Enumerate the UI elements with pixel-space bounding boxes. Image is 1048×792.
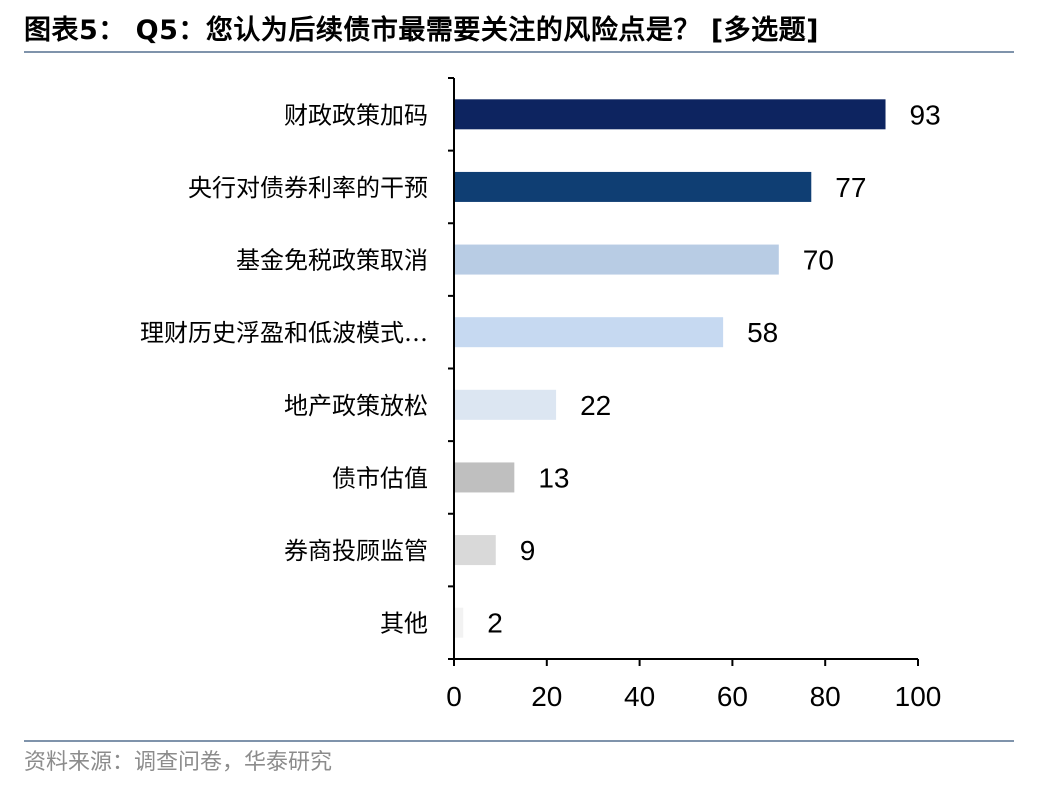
value-label-2: 77 bbox=[835, 172, 866, 203]
bar-2 bbox=[454, 171, 812, 202]
value-label-1: 93 bbox=[910, 99, 941, 130]
category-label-2: 央行对债券利率的干预 bbox=[188, 174, 428, 202]
x-tick-label-3: 60 bbox=[717, 681, 748, 712]
category-label-7: 券商投顾监管 bbox=[284, 537, 428, 565]
bar-3 bbox=[454, 244, 779, 275]
category-label-5: 地产政策放松 bbox=[284, 392, 428, 420]
x-tick-label-0: 0 bbox=[446, 681, 462, 712]
title-divider bbox=[24, 51, 1014, 53]
category-label-1: 财政政策加码 bbox=[284, 101, 428, 129]
x-tick-label-5: 100 bbox=[895, 681, 942, 712]
source-note: 资料来源：调查问卷，华泰研究 bbox=[24, 750, 333, 775]
bar-4 bbox=[454, 317, 724, 348]
value-label-4: 58 bbox=[747, 317, 778, 348]
value-label-8: 2 bbox=[487, 608, 503, 639]
labels-group: 财政政策加码 93 央行对债券利率的干预 77 基金免税政策取消 70 理财历史浮盈和低波模… bbox=[140, 99, 941, 712]
value-label-3: 70 bbox=[803, 245, 834, 276]
bar-6 bbox=[454, 462, 515, 493]
category-label-8: 其他 bbox=[380, 610, 428, 638]
x-tick-label-2: 40 bbox=[624, 681, 655, 712]
axes-group bbox=[448, 77, 919, 666]
value-label-7: 9 bbox=[520, 535, 536, 566]
category-label-3: 基金免税政策取消 bbox=[236, 247, 428, 275]
page-title: 图表5： Q5：您认为后续债市最需要关注的风险点是？ [多选题] bbox=[24, 15, 820, 46]
bar-7 bbox=[454, 535, 496, 566]
bar-8 bbox=[454, 607, 464, 638]
bar-5 bbox=[454, 389, 557, 420]
bars-group bbox=[454, 99, 886, 638]
category-label-6: 债市估值 bbox=[332, 464, 428, 492]
bar-1 bbox=[454, 99, 886, 130]
x-tick-label-4: 80 bbox=[810, 681, 841, 712]
bar-chart: 财政政策加码 93 央行对债券利率的干预 77 基金免税政策取消 70 理财历史浮盈和低波模… bbox=[140, 77, 941, 712]
category-label-4: 理财历史浮盈和低波模式… bbox=[140, 319, 428, 347]
value-label-5: 22 bbox=[580, 390, 611, 421]
value-label-6: 13 bbox=[538, 462, 569, 493]
x-tick-label-1: 20 bbox=[531, 681, 562, 712]
footer-divider bbox=[24, 740, 1014, 742]
